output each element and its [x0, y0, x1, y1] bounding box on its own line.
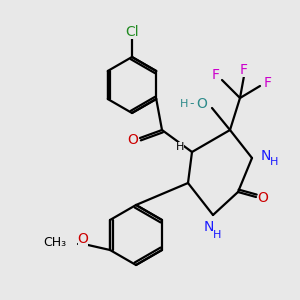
Text: H: H — [213, 230, 221, 240]
Text: O: O — [128, 133, 138, 147]
Text: F: F — [212, 68, 220, 82]
Text: Cl: Cl — [125, 25, 139, 39]
Text: O: O — [196, 97, 207, 111]
Text: -: - — [190, 98, 194, 110]
Text: O: O — [258, 191, 268, 205]
Text: N: N — [204, 220, 214, 234]
Text: O: O — [78, 232, 88, 246]
Text: F: F — [264, 76, 272, 90]
Text: H: H — [270, 157, 278, 167]
Text: F: F — [240, 63, 248, 77]
Text: N: N — [261, 149, 271, 163]
Text: CH₃: CH₃ — [43, 236, 66, 250]
Text: H: H — [176, 142, 184, 152]
Text: H: H — [180, 99, 188, 109]
